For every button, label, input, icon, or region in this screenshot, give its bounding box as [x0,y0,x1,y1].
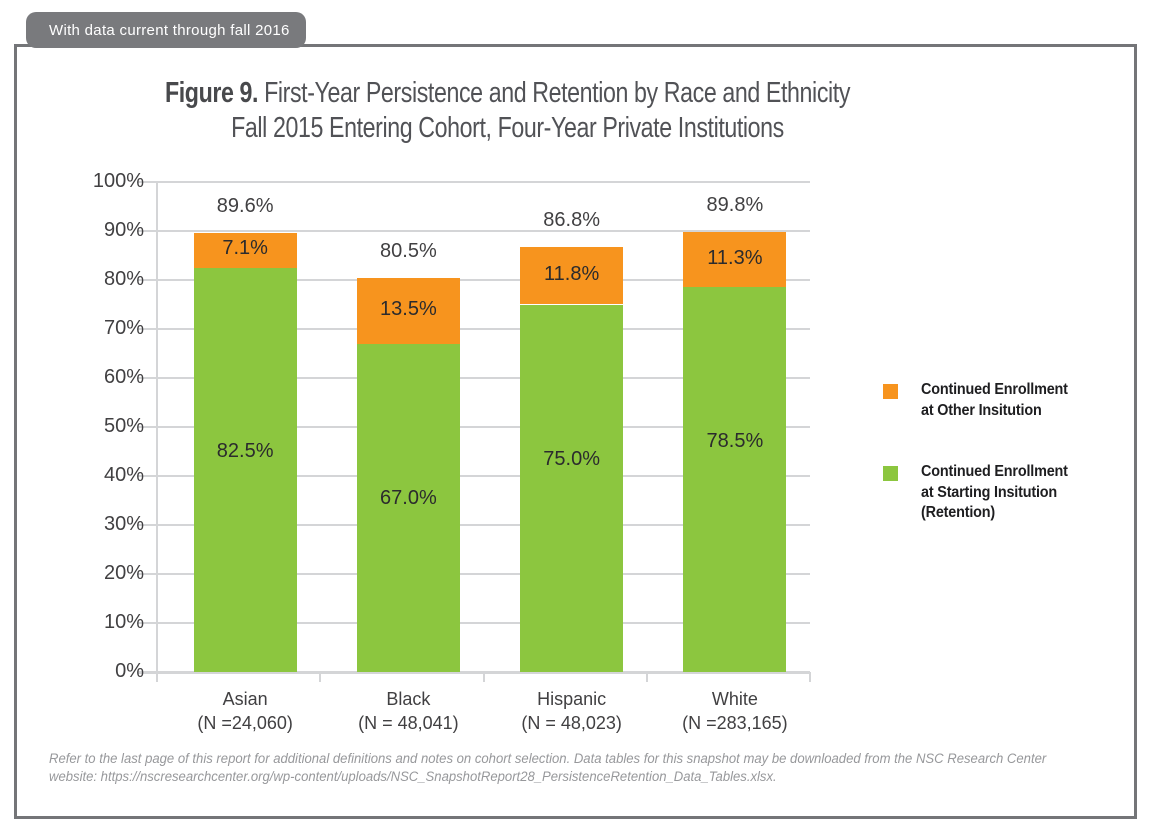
legend-swatch-green [883,466,898,481]
figure-title: Figure 9. First-Year Persistence and Ret… [146,76,870,146]
bar-hispanic-other-segment [520,246,624,305]
y-axis-tick-label: 100% [92,170,144,192]
y-axis-tick-label: 40% [103,464,144,486]
x-axis-tick [482,672,485,682]
bar-white-total-label: 89.8% [706,193,764,216]
y-axis-tick-label: 30% [103,513,144,535]
x-axis-tick [809,672,811,682]
legend-label: Continued Enrollment at Starting Insitut… [921,462,1068,524]
category-n-count: (N = 48,023) [521,713,622,733]
x-axis-category-label-white: White (N =283,165) [650,687,820,735]
y-axis-tick-label: 10% [103,611,144,633]
figure-number: Figure 9. [164,77,259,109]
legend-label-line: (Retention) [921,504,996,521]
y-axis-tick-label: 90% [103,219,144,241]
y-axis-tick-label: 0% [115,660,144,682]
gridline-50% [137,426,810,428]
x-axis-category-label-asian: Asian (N =24,060) [160,687,330,735]
gridline-10% [137,622,810,624]
footnote: Refer to the last page of this report fo… [49,750,1077,785]
category-name: Asian [222,689,268,709]
footnote-line-2: website: https://nscresearchcenter.org/w… [49,768,777,784]
gridline-70% [137,328,810,330]
category-n-count: (N =283,165) [682,713,788,733]
bar-hispanic-retention-segment [520,304,624,672]
bar-hispanic-total-label: 86.8% [543,208,600,231]
bar-asian-other-label: 7.1% [222,237,268,260]
legend-label-line: Continued Enrollment [921,463,1068,480]
category-n-count: (N = 48,041) [358,713,459,733]
bar-asian-other-segment [193,232,297,268]
bar-black-other-label: 13.5% [380,297,437,320]
category-name: Black [386,689,431,709]
bar-white-retention-label: 78.5% [706,430,764,453]
bar-hispanic-other-label: 11.8% [544,262,600,285]
y-axis-tick-label: 20% [103,562,144,584]
x-axis-category-label-black: Black (N = 48,041) [323,687,493,735]
bar-black-other-segment [356,277,460,344]
bar-hispanic-retention-label: 75.0% [543,447,600,470]
gridline-40% [137,475,810,477]
bar-black-retention-label: 67.0% [380,487,437,510]
data-current-banner: With data current through fall 2016 [26,12,306,48]
y-axis-tick-label: 50% [103,415,144,437]
bar-asian-total-label: 89.6% [216,194,274,217]
gridline-90% [137,230,810,232]
y-axis-tick-label: 80% [103,268,144,290]
legend-label-line: at Other Insitution [921,401,1042,419]
legend-label-line: at Starting Insitution [921,483,1058,501]
y-axis-tick-label: 60% [103,366,144,388]
title-line-1: Figure 9. First-Year Persistence and Ret… [146,76,870,111]
legend-label-line: Continued Enrollment [921,381,1068,398]
gridline-30% [137,524,810,526]
gridline-0% [137,671,810,674]
gridline-100% [137,181,810,183]
title-line-2: Fall 2015 Entering Cohort, Four-Year Pri… [231,112,784,144]
category-name: Hispanic [537,689,607,709]
gridline-20% [137,573,810,575]
bar-white-other-label: 11.3% [707,246,763,269]
x-axis-tick [156,672,158,682]
title-text: First-Year Persistence and Retention by … [264,77,851,109]
legend-label: Continued Enrollment at Other Insitution [921,380,1068,421]
category-n-count: (N =24,060) [197,713,293,733]
gridline-60% [137,377,810,379]
x-axis-tick [319,672,322,682]
footnote-line-1: Refer to the last page of this report fo… [49,751,1047,766]
banner-label: With data current through fall 2016 [49,21,290,39]
bar-asian-retention-segment [193,267,297,672]
bar-white-other-segment [683,231,787,288]
y-axis-tick-label: 70% [103,317,144,339]
category-name: White [711,689,758,709]
gridline-80% [137,279,810,281]
bar-asian-retention-label: 82.5% [216,439,274,462]
legend-swatch-orange [883,384,898,399]
bar-black-retention-segment [356,343,460,672]
y-axis-line [156,182,158,682]
x-axis-tick [645,672,648,682]
bar-white-retention-segment [683,287,787,672]
x-axis-category-label-hispanic: Hispanic (N = 48,023) [487,687,657,735]
bar-black-total-label: 80.5% [380,239,437,262]
